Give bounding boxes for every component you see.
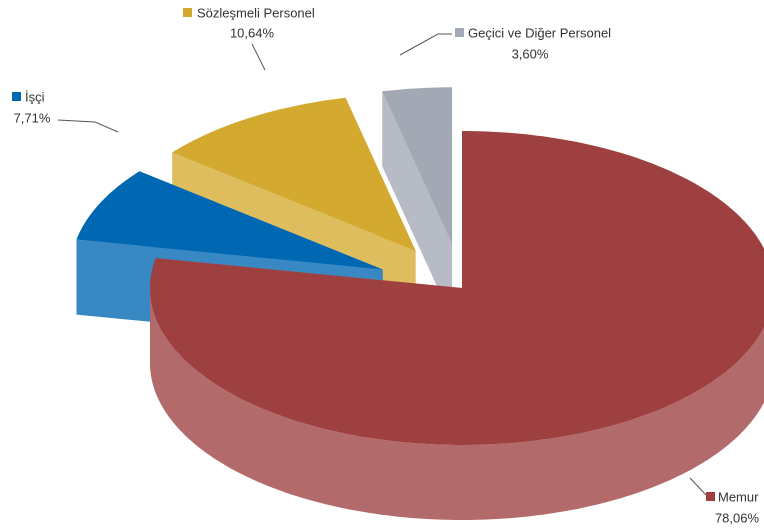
legend-swatch <box>183 8 192 17</box>
slice-side <box>382 91 453 320</box>
leader-line <box>689 477 707 496</box>
slice <box>150 131 764 445</box>
slice <box>76 171 383 270</box>
slice-label: Memur <box>718 489 759 504</box>
value-label: 7,71% <box>14 110 51 125</box>
legend-swatch <box>12 92 21 101</box>
value-label: 3,60% <box>512 46 549 61</box>
legend-swatch <box>706 492 715 501</box>
value-label: 10,64% <box>230 25 275 40</box>
slice <box>172 97 416 251</box>
value-label: 78,06% <box>715 510 760 525</box>
slice <box>382 87 453 245</box>
slice-label: İşçi <box>25 89 45 104</box>
slice-wall <box>150 288 764 520</box>
leader-line <box>251 43 266 71</box>
slice-label: Sözleşmeli Personel <box>197 5 315 20</box>
legend-swatch <box>455 28 464 37</box>
slice-label: Geçici ve Diğer Personel <box>468 25 611 40</box>
leader-line <box>57 119 119 133</box>
leader-line <box>399 33 452 56</box>
